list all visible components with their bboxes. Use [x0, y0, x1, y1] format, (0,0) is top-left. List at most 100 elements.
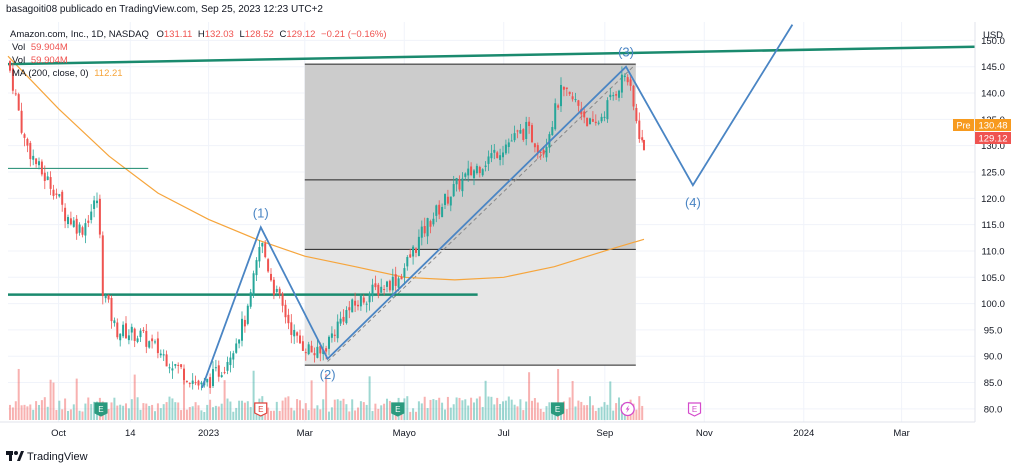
earnings-event-icon[interactable]: [550, 402, 565, 417]
volume-bar: [67, 410, 69, 420]
vol-label: Vol: [12, 42, 25, 53]
candle-body: [383, 289, 386, 291]
candle-body: [470, 166, 473, 176]
volume-bar: [252, 370, 255, 420]
candle-body: [197, 380, 200, 386]
wave-label: (3): [618, 45, 634, 60]
volume-bar: [229, 401, 232, 420]
price-axis[interactable]: 80.0 85.0 90.0 95.0 100.0 105.0 110.0 115.0 120.…: [981, 36, 1005, 415]
candle-body: [180, 364, 183, 368]
candle-body: [243, 319, 246, 327]
volume-bar: [127, 408, 130, 420]
earnings-event-icon[interactable]: [254, 402, 268, 417]
candle-body: [191, 380, 194, 384]
candle-body: [455, 178, 458, 185]
resistance-trend-line[interactable]: [7, 45, 976, 66]
earnings-event-icon[interactable]: [687, 402, 702, 417]
candle-body: [522, 129, 525, 140]
candle-body: [17, 94, 20, 111]
volume-bar: [348, 411, 351, 420]
volume-bar: [571, 380, 574, 420]
ohlc-h-value: 132.03: [205, 29, 234, 40]
volume-bar: [603, 402, 606, 420]
earnings-event-icon[interactable]: [94, 402, 108, 417]
candle-body: [35, 158, 38, 165]
volume-bar: [171, 398, 174, 420]
candles: [9, 60, 645, 394]
candle-body: [629, 79, 632, 86]
volume-bar: [284, 397, 287, 420]
candle-body: [278, 288, 281, 295]
candle-body: [310, 345, 313, 353]
volume-bar: [23, 404, 26, 420]
symbol-legend[interactable]: Amazon.com, Inc., 1D, NASDAQ O131.11 H13…: [10, 29, 387, 40]
volume-bar: [26, 406, 29, 420]
candle-body: [371, 284, 374, 297]
volume-bar: [461, 400, 464, 420]
volume-bar: [293, 410, 296, 420]
ma-legend[interactable]: MA (200, close, 0) 112.21: [12, 68, 123, 79]
earnings-event-icon[interactable]: [391, 402, 405, 417]
candle-body: [542, 149, 545, 155]
candle-body: [84, 223, 87, 236]
candle-body: [452, 184, 455, 197]
candle-body: [209, 377, 212, 388]
volume-bar: [365, 404, 368, 420]
candle-body: [188, 383, 191, 385]
time-tick-label: Nov: [696, 428, 713, 439]
candle-body: [412, 246, 415, 257]
candle-body: [502, 152, 504, 158]
time-axis[interactable]: Oct 14 2023 Mar Mayo Jul Sep Nov 2024 Mar: [51, 428, 910, 439]
last-tag-value: 129.12: [978, 134, 1007, 145]
volume-bar: [136, 397, 139, 420]
ohlc-o-value: 131.11: [164, 29, 192, 40]
volume-bar: [55, 409, 58, 420]
candle-body: [528, 121, 531, 127]
volume-bar: [75, 378, 78, 420]
candle-body: [406, 257, 409, 267]
candle-body: [359, 295, 362, 307]
volume-bar: [319, 409, 322, 420]
ma-line: [7, 55, 645, 281]
candle-body: [229, 357, 232, 366]
ohlc-c-value: 129.12: [286, 29, 315, 40]
tradingview-logo[interactable]: TradingView: [6, 451, 88, 463]
candle-body: [171, 368, 174, 371]
volume-bar: [357, 407, 359, 420]
vol2-legend[interactable]: Vol 59.904M: [12, 55, 68, 66]
volume-bar: [241, 400, 243, 420]
candle-body: [241, 318, 243, 341]
candle-body: [168, 367, 171, 369]
volume-bar: [609, 381, 612, 420]
price-tick-label: 90.0: [984, 352, 1003, 363]
volume-bar: [583, 405, 586, 420]
price-tick-label: 80.0: [984, 404, 1003, 415]
volume-bar: [20, 405, 23, 420]
candle-body: [304, 352, 307, 354]
candle-body: [130, 326, 133, 333]
volume-bar: [560, 411, 562, 420]
volume-bar: [322, 399, 325, 420]
candle-body: [270, 273, 272, 281]
pre-tag-label: Pre: [956, 121, 970, 131]
candle-body: [351, 299, 354, 313]
volume-bar: [568, 397, 571, 420]
volume-bar: [551, 411, 554, 420]
elliott-wave-path[interactable]: [201, 24, 794, 389]
volume-bar: [238, 400, 241, 420]
volume-bar: [197, 405, 200, 420]
volume-bar: [464, 399, 467, 420]
earnings-event-glyph: E: [98, 405, 103, 414]
volume-bar: [52, 382, 55, 420]
volume-bar: [432, 399, 435, 420]
vol-legend[interactable]: Vol 59.904M: [12, 42, 68, 53]
volume-bar: [420, 403, 423, 420]
candle-body: [98, 198, 101, 235]
candle-body: [313, 353, 316, 356]
candle-body: [536, 145, 539, 153]
volume-bar: [130, 399, 133, 420]
volume-bar: [212, 407, 214, 420]
price-tick-label: 115.0: [981, 220, 1004, 231]
candle-body: [374, 283, 377, 288]
